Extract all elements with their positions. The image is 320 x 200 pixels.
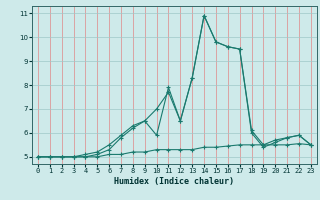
X-axis label: Humidex (Indice chaleur): Humidex (Indice chaleur) [115,177,234,186]
